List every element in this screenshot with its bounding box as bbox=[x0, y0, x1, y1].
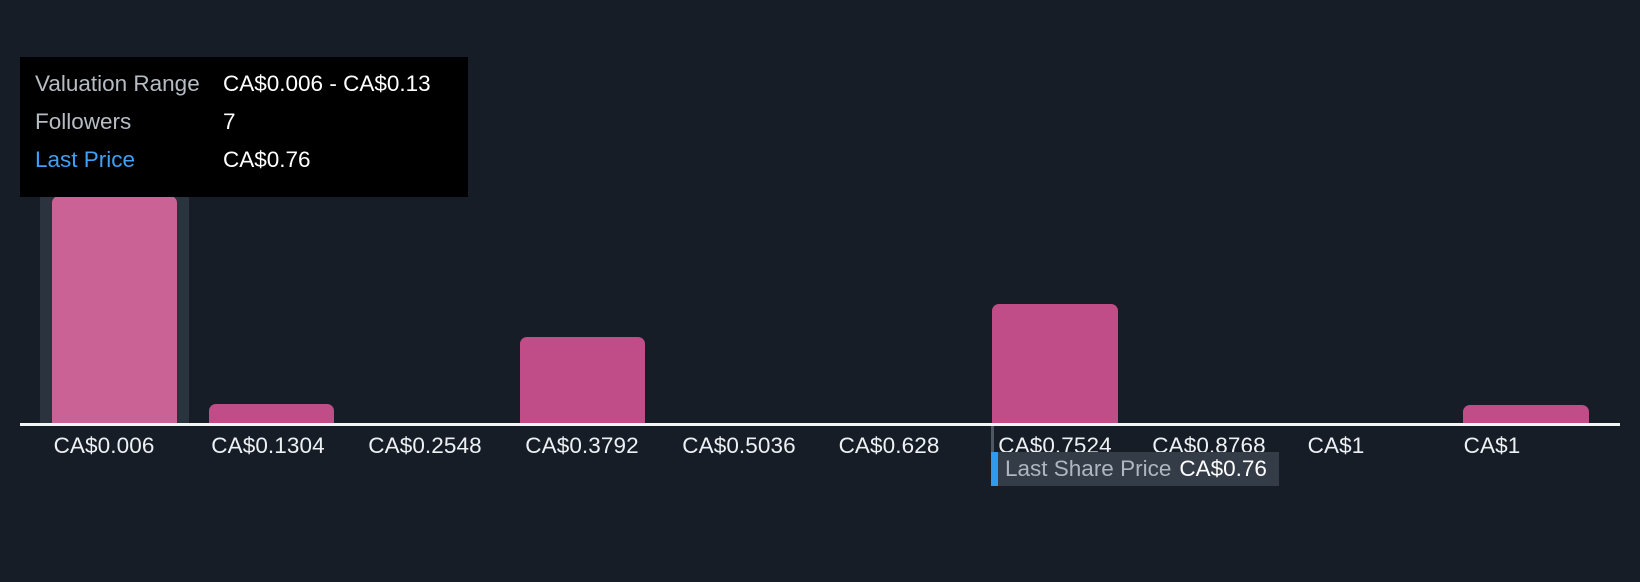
x-axis-label-4: CA$0.5036 bbox=[682, 433, 796, 458]
tooltip-row: Valuation Range CA$0.006 - CA$0.13 bbox=[35, 71, 450, 109]
last-share-price-badge[interactable]: Last Share Price CA$0.76 bbox=[991, 452, 1279, 486]
bar-1[interactable] bbox=[209, 404, 334, 424]
last-share-price-value: CA$0.76 bbox=[1179, 456, 1267, 481]
x-axis-label-3: CA$0.3792 bbox=[525, 433, 639, 458]
axis-baseline bbox=[20, 423, 1620, 426]
tooltip-key-last-price: Last Price bbox=[35, 147, 136, 172]
bar-3[interactable] bbox=[520, 337, 645, 424]
tooltip-value-valuation-range: CA$0.006 - CA$0.13 bbox=[223, 71, 431, 96]
x-axis-label-9: CA$1 bbox=[1463, 433, 1521, 458]
bar-0[interactable] bbox=[52, 196, 177, 424]
hover-tooltip: Valuation Range CA$0.006 - CA$0.13 Follo… bbox=[20, 57, 468, 197]
x-axis-label-1: CA$0.1304 bbox=[211, 433, 325, 458]
bar-9[interactable] bbox=[1463, 405, 1589, 424]
bar-6[interactable] bbox=[992, 304, 1118, 424]
x-axis-label-8: CA$1 bbox=[1307, 433, 1365, 458]
x-axis-labels: CA$0.006 CA$0.1304 CA$0.2548 CA$0.3792 CA$0.… bbox=[0, 432, 1640, 462]
tooltip-value-last-price: CA$0.76 bbox=[223, 147, 311, 172]
x-axis-label-5: CA$0.628 bbox=[838, 433, 940, 458]
tooltip-row: Last Price CA$0.76 bbox=[35, 147, 450, 185]
last-share-price-accent-bar bbox=[991, 452, 998, 486]
x-axis-label-0: CA$0.006 bbox=[53, 433, 155, 458]
tooltip-key-valuation-range: Valuation Range bbox=[35, 71, 200, 96]
last-share-price-label: Last Share Price bbox=[1005, 456, 1172, 481]
tooltip-key-followers: Followers bbox=[35, 109, 132, 134]
tooltip-row: Followers 7 bbox=[35, 109, 450, 147]
tooltip-value-followers: 7 bbox=[223, 109, 236, 134]
x-axis-label-2: CA$0.2548 bbox=[368, 433, 482, 458]
